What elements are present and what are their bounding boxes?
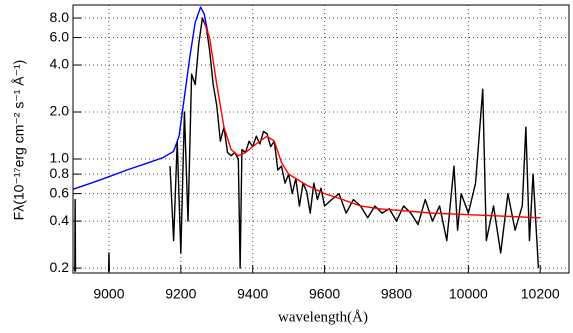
series-line xyxy=(203,22,541,219)
y-tick-label: 0.6 xyxy=(50,184,70,200)
x-tick-label: 9000 xyxy=(93,286,124,302)
x-tick-label: 9800 xyxy=(381,286,412,302)
y-tick-label: 6.0 xyxy=(50,28,70,44)
x-axis-label: wavelength(Å) xyxy=(278,309,368,325)
x-tick-label: 9200 xyxy=(165,286,196,302)
y-tick-label: 4.0 xyxy=(50,56,70,72)
x-tick-label: 9400 xyxy=(237,286,268,302)
y-tick-label: 8.0 xyxy=(50,9,70,25)
y-tick-label: 0.4 xyxy=(50,212,70,228)
y-tick-label: 0.8 xyxy=(50,165,70,181)
series-line xyxy=(73,6,209,190)
y-tick-label: 1.0 xyxy=(50,150,70,166)
y-tick-label: 2.0 xyxy=(50,103,70,119)
plot-frame xyxy=(72,4,570,274)
x-tick-label: 10000 xyxy=(449,286,488,302)
x-tick-label: 10200 xyxy=(521,286,560,302)
series-line xyxy=(74,17,540,272)
y-tick-label: 0.2 xyxy=(50,259,70,275)
y-axis-label: Fλ(10⁻¹⁷erg cm⁻² s⁻¹ Å⁻¹) xyxy=(11,60,27,221)
x-tick-label: 9600 xyxy=(309,286,340,302)
